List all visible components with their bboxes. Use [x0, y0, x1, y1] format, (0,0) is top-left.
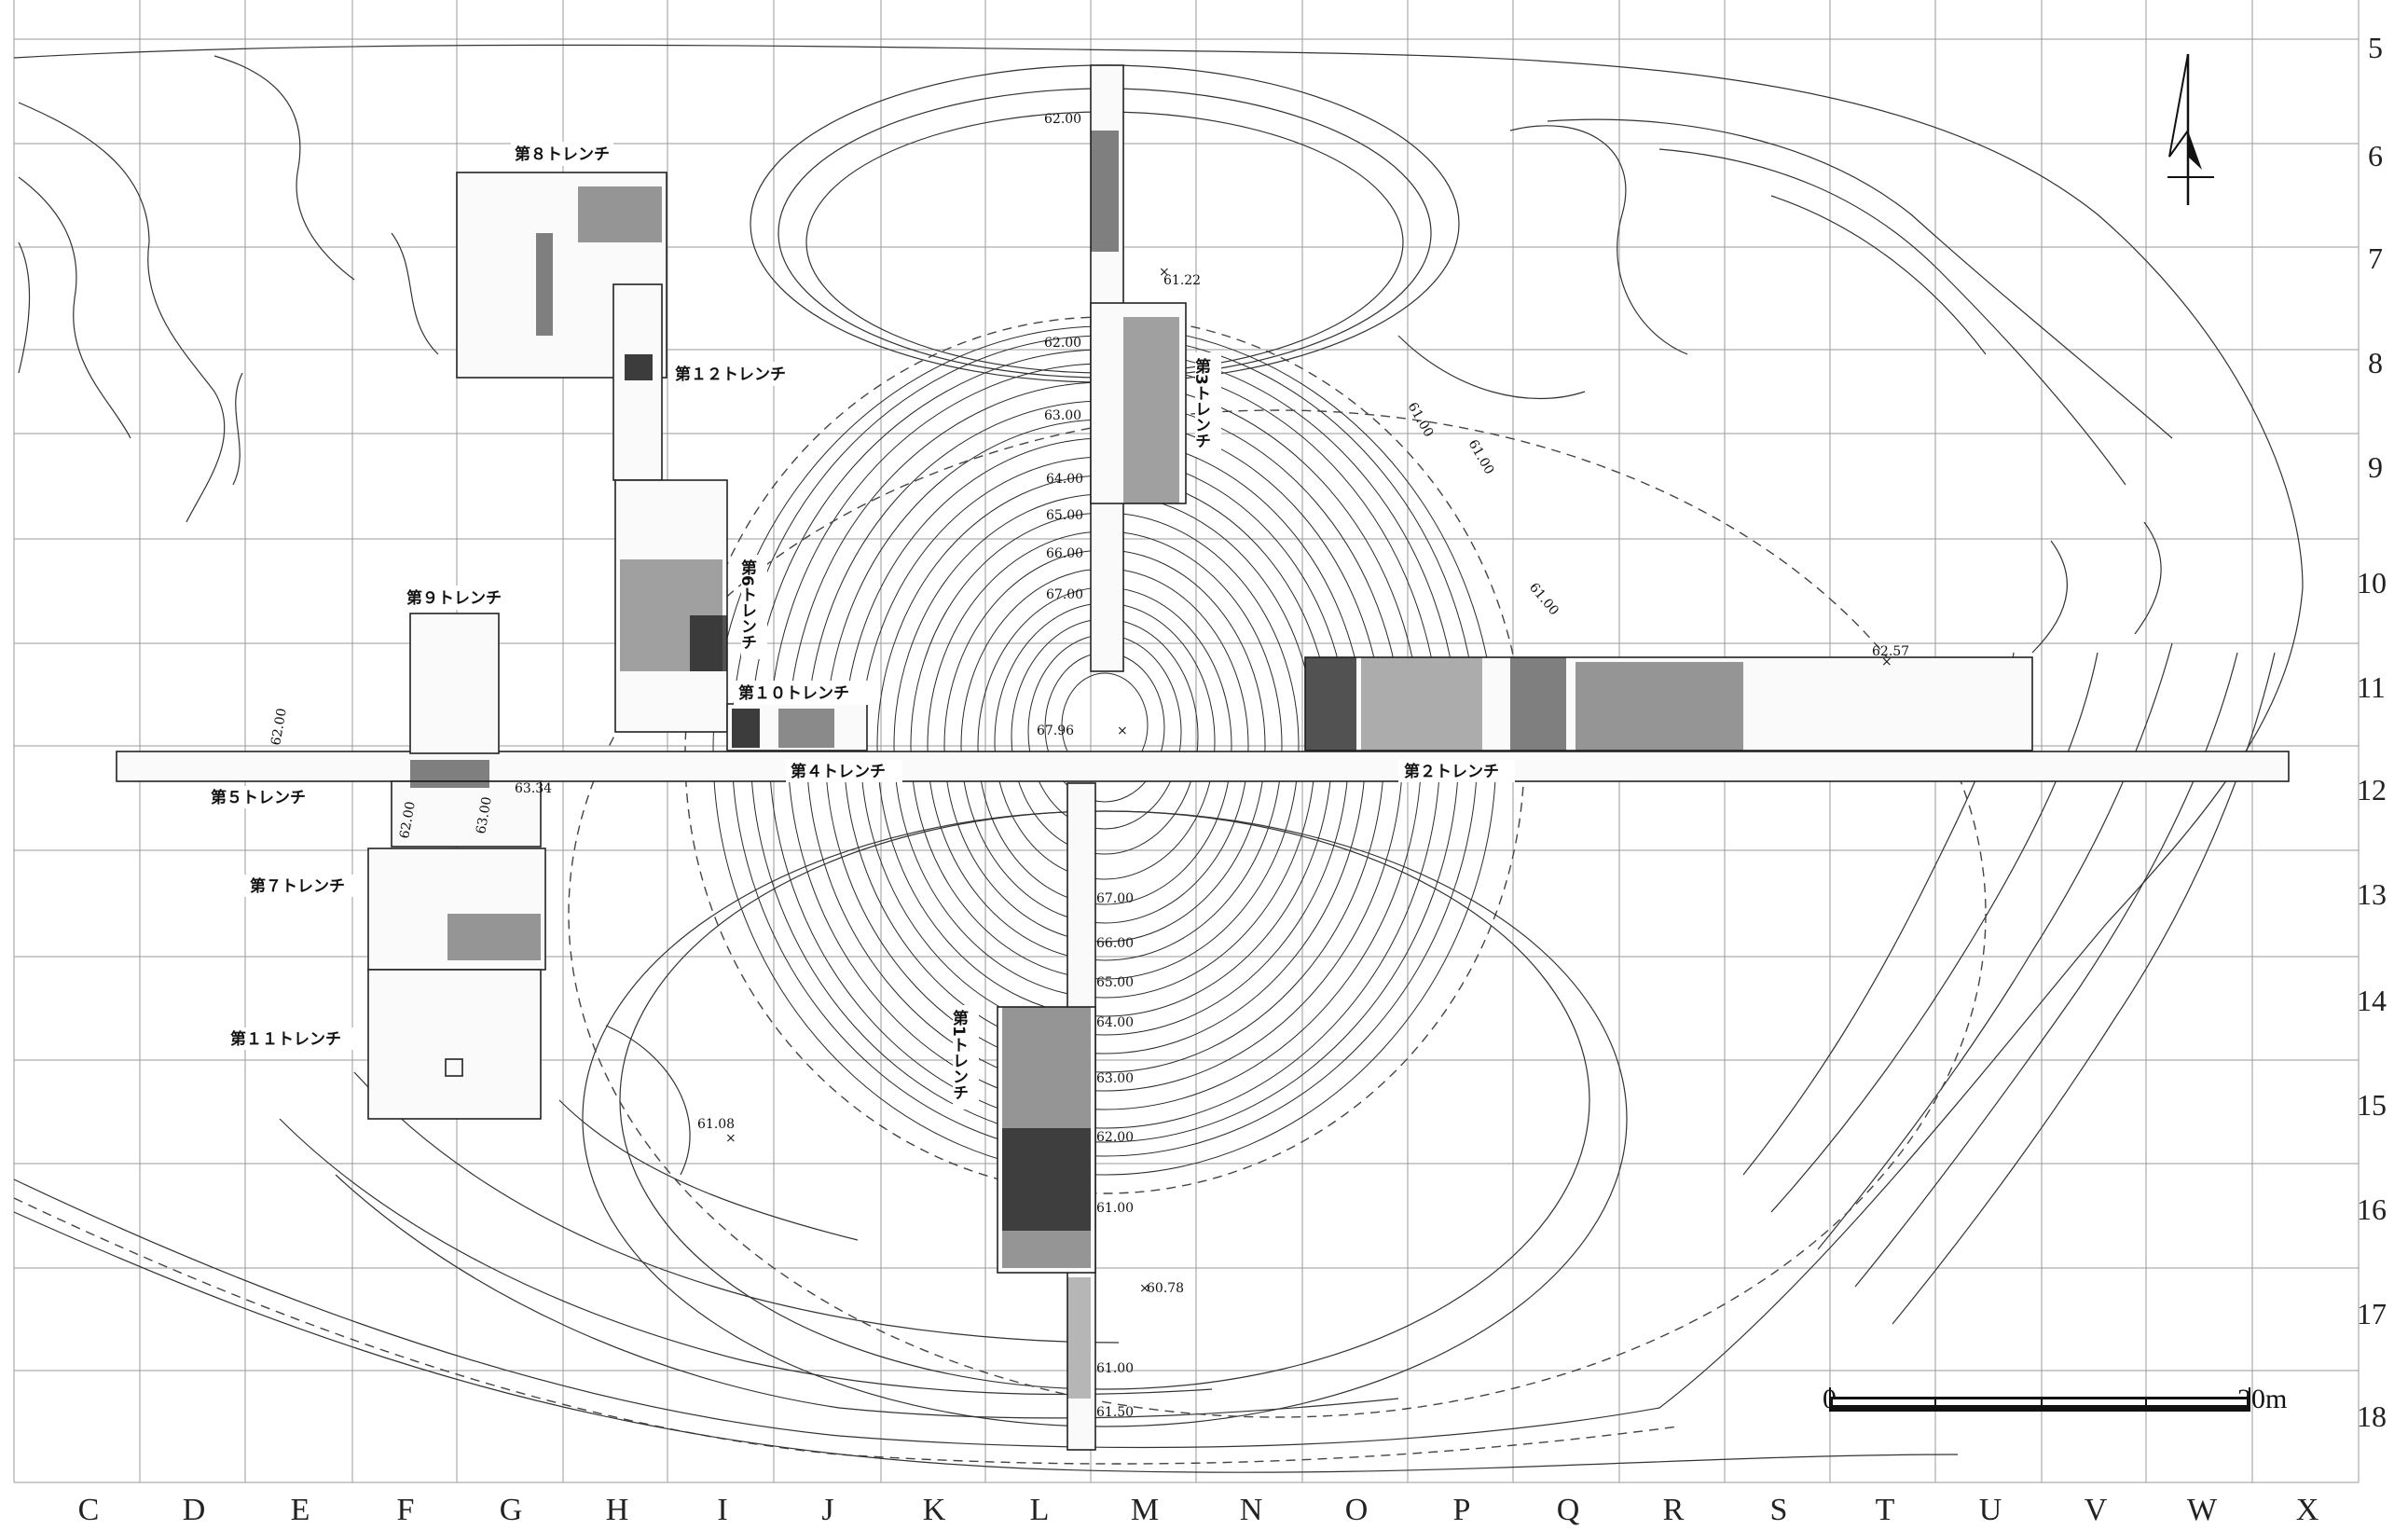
- column-label: F: [397, 1493, 415, 1527]
- elevation-label: 64.00: [1046, 472, 1083, 487]
- elevation-label: 65.00: [1096, 975, 1134, 990]
- column-labels: C D E F G H I J K L M N O P Q R S T U V …: [78, 1493, 2319, 1527]
- row-label: 8: [2368, 346, 2383, 379]
- row-label: 16: [2357, 1192, 2387, 1226]
- trench-12: [612, 283, 663, 481]
- row-label: 13: [2357, 877, 2387, 911]
- point-markers: × × × × ×: [725, 265, 1892, 1296]
- benchmark-marker: ×: [725, 1131, 736, 1146]
- row-label: 7: [2368, 241, 2383, 275]
- row-labels: 5 6 7 8 9 10 11 12 13 14 15 16 17 18: [2357, 31, 2387, 1433]
- elevation-label: 66.00: [1096, 936, 1134, 951]
- elevation-label: 67.00: [1046, 587, 1083, 602]
- scale-bar: 0 20m: [1823, 1384, 2287, 1414]
- trench-11-feature: [445, 1058, 463, 1077]
- column-label: W: [2187, 1493, 2218, 1527]
- column-label: G: [500, 1493, 523, 1527]
- trench-7-label: 第７トレンチ: [250, 876, 345, 896]
- column-label: Q: [1557, 1493, 1580, 1527]
- trench-4-label: 第４トレンチ: [791, 762, 886, 781]
- trench-6: [614, 479, 728, 733]
- column-label: V: [2085, 1493, 2108, 1527]
- trench-9-label: 第９トレンチ: [406, 588, 502, 608]
- elevation-label: 63.00: [1044, 408, 1081, 423]
- trench-6-label: 第6トレンチ: [737, 558, 757, 650]
- row-label: 12: [2357, 773, 2387, 806]
- elevation-label: 61.50: [1096, 1405, 1134, 1420]
- row-label: 6: [2368, 139, 2383, 172]
- benchmark-marker: ×: [1881, 655, 1892, 669]
- column-label: I: [717, 1493, 727, 1527]
- column-label: N: [1240, 1493, 1263, 1527]
- elevation-label: 64.00: [1096, 1015, 1134, 1030]
- elevation-label: 60.78: [1147, 1281, 1184, 1296]
- site-boundary: [13, 44, 2304, 1473]
- column-label: K: [923, 1493, 946, 1527]
- trench-2: [1304, 656, 2033, 751]
- row-label: 9: [2368, 450, 2383, 484]
- elevation-label: 62.00: [268, 707, 290, 746]
- elevation-label: 61.00: [1526, 580, 1562, 618]
- elevation-label: 63.00: [474, 795, 495, 834]
- row-label: 14: [2357, 984, 2387, 1017]
- trench-9: [409, 613, 500, 754]
- trench-10-label: 第１０トレンチ: [738, 683, 849, 703]
- trench-11: [367, 969, 542, 1120]
- column-label: C: [78, 1493, 100, 1527]
- north-arrow-icon: [2167, 53, 2214, 205]
- column-label: R: [1663, 1493, 1685, 1527]
- elevation-label: 63.00: [1096, 1071, 1134, 1086]
- elevation-label: 62.00: [397, 800, 419, 839]
- row-label: 17: [2357, 1297, 2387, 1330]
- elevation-label: 63.34: [515, 781, 552, 796]
- column-label: J: [821, 1493, 833, 1527]
- trench-11-label: 第１１トレンチ: [230, 1029, 341, 1049]
- elevation-label: 66.00: [1046, 546, 1083, 561]
- trenches: [116, 64, 2290, 1451]
- trench-2-label: 第２トレンチ: [1404, 762, 1499, 781]
- elevation-label: 67.00: [1096, 891, 1134, 906]
- column-label: E: [291, 1493, 310, 1527]
- trench-8-label: 第８トレンチ: [515, 145, 610, 164]
- row-label: 15: [2357, 1088, 2387, 1122]
- column-label: P: [1453, 1493, 1471, 1527]
- benchmark-marker: ×: [1139, 1281, 1150, 1296]
- elevation-label: 62.00: [1044, 112, 1081, 127]
- row-label: 5: [2368, 31, 2383, 64]
- column-label: M: [1131, 1493, 1159, 1527]
- stone-clusters: [410, 131, 1743, 1399]
- elevation-label: 61.00: [1096, 1201, 1134, 1216]
- column-label: U: [1979, 1493, 2002, 1527]
- column-label: D: [183, 1493, 206, 1527]
- row-label: 10: [2357, 566, 2387, 600]
- trench-1-label: 第1トレンチ: [949, 1009, 969, 1100]
- trench-7: [367, 848, 546, 971]
- elevation-label: 65.00: [1046, 508, 1083, 523]
- elevation-label: 61.00: [1096, 1361, 1134, 1376]
- column-label: H: [606, 1493, 629, 1527]
- elevation-label: 61.00: [1465, 437, 1497, 477]
- elevation-label: 62.57: [1872, 644, 1909, 659]
- trench-3-extension: [1090, 302, 1187, 504]
- column-label: O: [1345, 1493, 1369, 1527]
- column-label: T: [1876, 1493, 1895, 1527]
- trench-5-west: [391, 780, 542, 848]
- trench-labels: 第８トレンチ 第１２トレンチ 第９トレンチ 第１０トレンチ 第４トレンチ 第２ト…: [205, 142, 1515, 1110]
- elevation-label: 62.00: [1096, 1130, 1134, 1145]
- trench-3-label: 第3トレンチ: [1191, 357, 1211, 448]
- elevation-label: 62.00: [1044, 336, 1081, 351]
- column-label: L: [1030, 1493, 1050, 1527]
- trench-5-label: 第５トレンチ: [211, 788, 306, 807]
- benchmark-marker: ×: [1159, 265, 1170, 280]
- trench-12-label: 第１２トレンチ: [675, 365, 786, 384]
- column-label: S: [1770, 1493, 1788, 1527]
- column-label: X: [2296, 1493, 2319, 1527]
- elevation-label: 67.96: [1037, 724, 1074, 738]
- benchmark-marker: ×: [1117, 724, 1128, 738]
- row-label: 11: [2357, 670, 2386, 704]
- row-label: 18: [2357, 1399, 2387, 1433]
- elevation-label: 61.22: [1163, 273, 1201, 288]
- elevation-label: 61.08: [697, 1117, 735, 1132]
